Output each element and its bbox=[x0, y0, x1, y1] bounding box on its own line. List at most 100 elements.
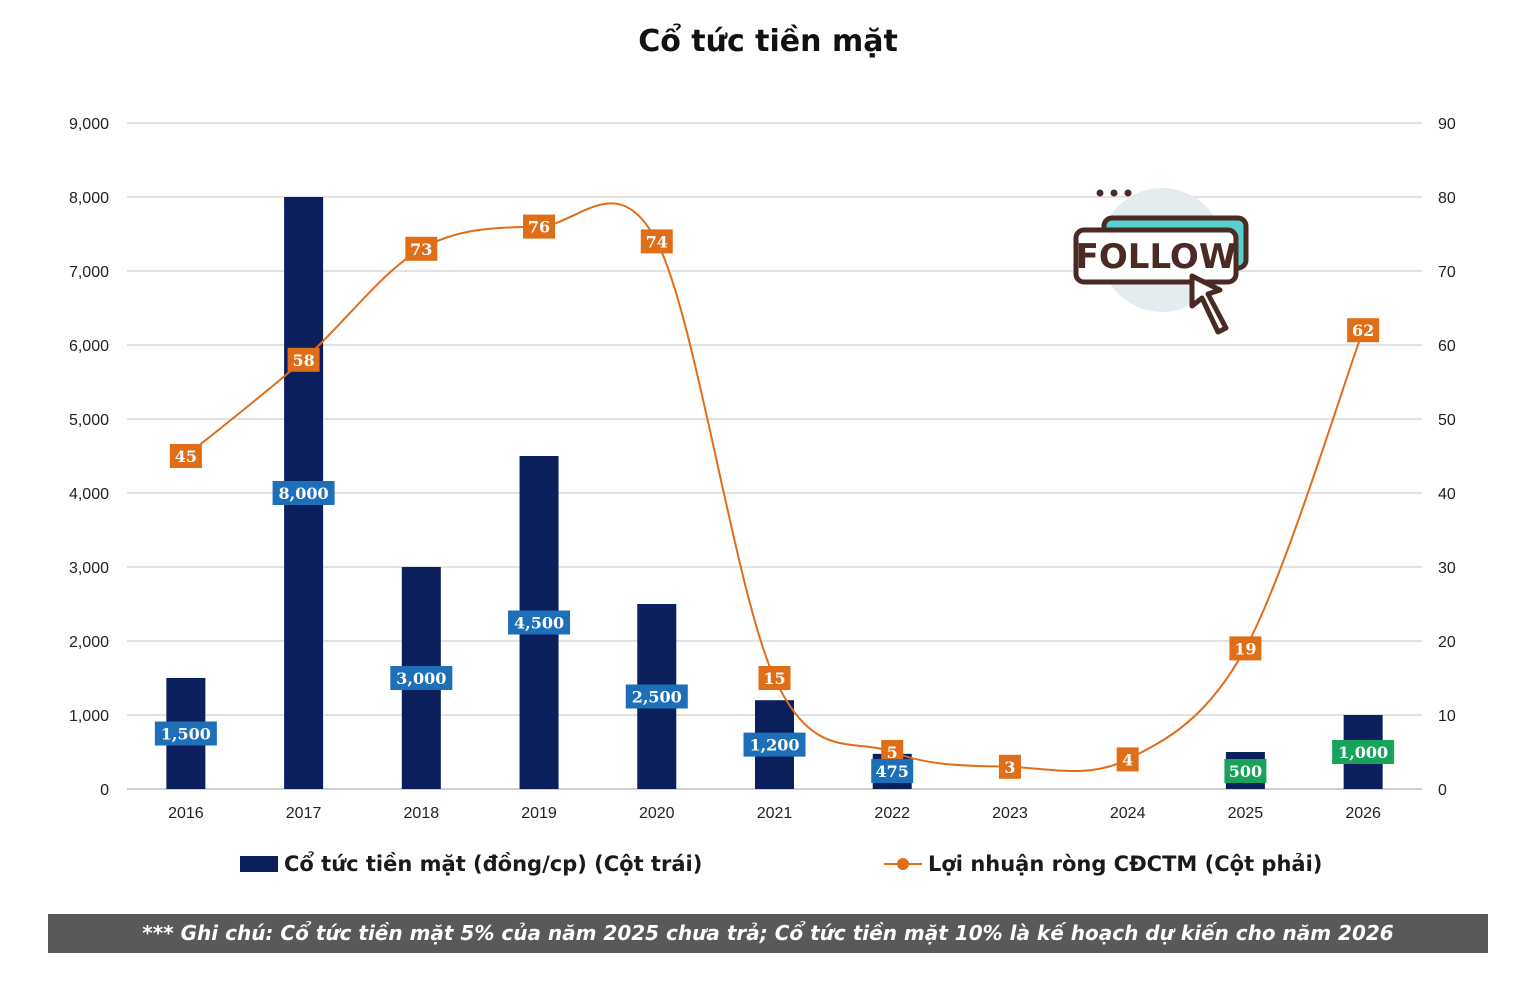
y-axis-left: 0 1,000 2,000 3,000 4,000 5,000 6,000 7,000 8,00… bbox=[69, 116, 109, 799]
dot-icon bbox=[1110, 189, 1118, 197]
bar-data-label-text: 500 bbox=[1229, 762, 1262, 781]
y-left-tick-label: 1,000 bbox=[69, 708, 109, 725]
line-data-label-bg bbox=[1116, 747, 1139, 772]
line-data-label-bg bbox=[640, 229, 673, 254]
bar-data-label: 2,500 bbox=[625, 684, 688, 709]
bar-data-label-text: 1,500 bbox=[161, 725, 211, 744]
line-data-label-bg bbox=[758, 666, 791, 690]
legend-line-swatch bbox=[884, 856, 922, 872]
bar-labels: 1,500 8,000 3,000 4,500 2,500 1,200 475 500 1,00… bbox=[154, 481, 1395, 783]
line-data-label-text: 73 bbox=[410, 240, 432, 259]
x-tick-label: 2018 bbox=[404, 805, 440, 822]
bar-data-label: 4,500 bbox=[508, 610, 571, 635]
line-data-label: 5 bbox=[881, 740, 904, 764]
bar-data-label: 8,000 bbox=[272, 481, 335, 505]
footnote: *** Ghi chú: Cổ tức tiền mặt 5% của năm … bbox=[48, 914, 1488, 953]
line-data-label-text: 45 bbox=[175, 447, 197, 466]
bar-data-label-bg bbox=[154, 721, 217, 746]
line-labels: 45 58 73 76 74 15 5 3 4 19 62 bbox=[169, 214, 1380, 779]
bar-data-label-text: 4,500 bbox=[514, 614, 564, 633]
line-data-label-bg bbox=[405, 236, 438, 261]
y-left-tick-label: 6,000 bbox=[69, 338, 109, 355]
y-right-tick-label: 90 bbox=[1438, 116, 1456, 133]
legend-bar-label: Cổ tức tiền mặt (đồng/cp) (Cột trái) bbox=[284, 852, 703, 876]
line-data-label-bg bbox=[1229, 636, 1262, 661]
bar-data-label: 1,500 bbox=[154, 721, 217, 746]
line-data-label: 62 bbox=[1347, 318, 1380, 343]
line-data-label-bg bbox=[998, 754, 1021, 779]
y-right-tick-label: 10 bbox=[1438, 708, 1456, 725]
y-right-tick-label: 30 bbox=[1438, 560, 1456, 577]
follow-badge[interactable]: FOLLOW bbox=[1068, 182, 1258, 342]
dot-icon bbox=[1096, 189, 1104, 197]
line-data-label-text: 19 bbox=[1234, 639, 1256, 658]
line-data-label-bg bbox=[523, 214, 556, 239]
bar-data-label-bg bbox=[871, 759, 914, 783]
line-data-label: 4 bbox=[1116, 747, 1139, 772]
bar-data-label-bg bbox=[508, 610, 571, 635]
y-right-tick-label: 50 bbox=[1438, 412, 1456, 429]
x-tick-label: 2020 bbox=[639, 805, 675, 822]
line-data-label: 3 bbox=[998, 754, 1021, 779]
y-right-tick-label: 20 bbox=[1438, 634, 1456, 651]
badge-box bbox=[1073, 227, 1239, 285]
y-left-tick-label: 3,000 bbox=[69, 560, 109, 577]
bar-data-label-text: 1,200 bbox=[749, 736, 799, 755]
badge-text: FOLLOW bbox=[1076, 237, 1237, 277]
legend-item-line: Lợi nhuận ròng CĐCTM (Cột phải) bbox=[884, 852, 1322, 876]
bar-data-label-bg bbox=[1332, 740, 1395, 764]
line-data-label: 15 bbox=[758, 666, 791, 690]
line-data-label: 19 bbox=[1229, 636, 1262, 661]
y-left-tick-label: 8,000 bbox=[69, 190, 109, 207]
line-data-label-bg bbox=[169, 444, 202, 468]
bar-data-label-bg bbox=[1224, 759, 1267, 783]
bar-data-label: 1,200 bbox=[743, 732, 806, 757]
bar-data-label: 475 bbox=[871, 759, 914, 783]
bar-data-label-bg bbox=[743, 732, 806, 757]
x-tick-label: 2026 bbox=[1345, 805, 1381, 822]
bar-data-label-bg bbox=[272, 481, 335, 505]
y-right-tick-label: 0 bbox=[1438, 782, 1447, 799]
bar-data-label-text: 8,000 bbox=[279, 484, 329, 503]
bar-data-label-bg bbox=[625, 684, 688, 709]
line-data-label: 73 bbox=[405, 236, 438, 261]
x-tick-label: 2025 bbox=[1228, 805, 1264, 822]
y-left-tick-label: 5,000 bbox=[69, 412, 109, 429]
y-right-tick-label: 80 bbox=[1438, 190, 1456, 207]
x-axis: 2016 2017 2018 2019 2020 2021 2022 2023 2024 2025… bbox=[168, 805, 1381, 822]
y-left-tick-label: 9,000 bbox=[69, 116, 109, 133]
line-data-label-text: 62 bbox=[1352, 321, 1374, 340]
bar-data-label-text: 2,500 bbox=[632, 688, 682, 707]
line-data-label-bg bbox=[287, 347, 320, 372]
line-data-label-text: 15 bbox=[763, 669, 785, 688]
y-left-tick-label: 7,000 bbox=[69, 264, 109, 281]
line-data-label-text: 4 bbox=[1122, 750, 1133, 769]
bar-data-label-text: 3,000 bbox=[396, 669, 446, 688]
y-left-tick-label: 0 bbox=[100, 782, 109, 799]
legend-item-bar: Cổ tức tiền mặt (đồng/cp) (Cột trái) bbox=[240, 852, 702, 876]
line-data-label-text: 3 bbox=[1004, 758, 1015, 777]
bar-data-label: 1,000 bbox=[1332, 740, 1395, 764]
bar-data-label-bg bbox=[390, 666, 453, 690]
legend-bar-swatch bbox=[240, 856, 278, 872]
legend-line-label: Lợi nhuận ròng CĐCTM (Cột phải) bbox=[928, 852, 1323, 876]
line-data-label: 74 bbox=[640, 229, 673, 254]
y-right-tick-label: 60 bbox=[1438, 338, 1456, 355]
x-tick-label: 2016 bbox=[168, 805, 204, 822]
bar-data-label: 500 bbox=[1224, 759, 1267, 783]
line-data-label-text: 74 bbox=[646, 232, 668, 251]
line-data-label-text: 5 bbox=[887, 743, 898, 762]
line-data-label-bg bbox=[881, 740, 904, 764]
x-tick-label: 2017 bbox=[286, 805, 322, 822]
x-tick-label: 2024 bbox=[1110, 805, 1146, 822]
line-data-label: 58 bbox=[287, 347, 320, 372]
x-tick-label: 2021 bbox=[757, 805, 793, 822]
line-data-label-text: 58 bbox=[292, 351, 314, 370]
x-tick-label: 2019 bbox=[521, 805, 557, 822]
y-axis-right: 0 10 20 30 40 50 60 70 80 90 bbox=[1438, 116, 1456, 799]
y-left-tick-label: 2,000 bbox=[69, 634, 109, 651]
line-data-label-bg bbox=[1347, 318, 1380, 343]
line-data-label-text: 76 bbox=[528, 218, 550, 237]
cursor-icon bbox=[1189, 273, 1229, 335]
